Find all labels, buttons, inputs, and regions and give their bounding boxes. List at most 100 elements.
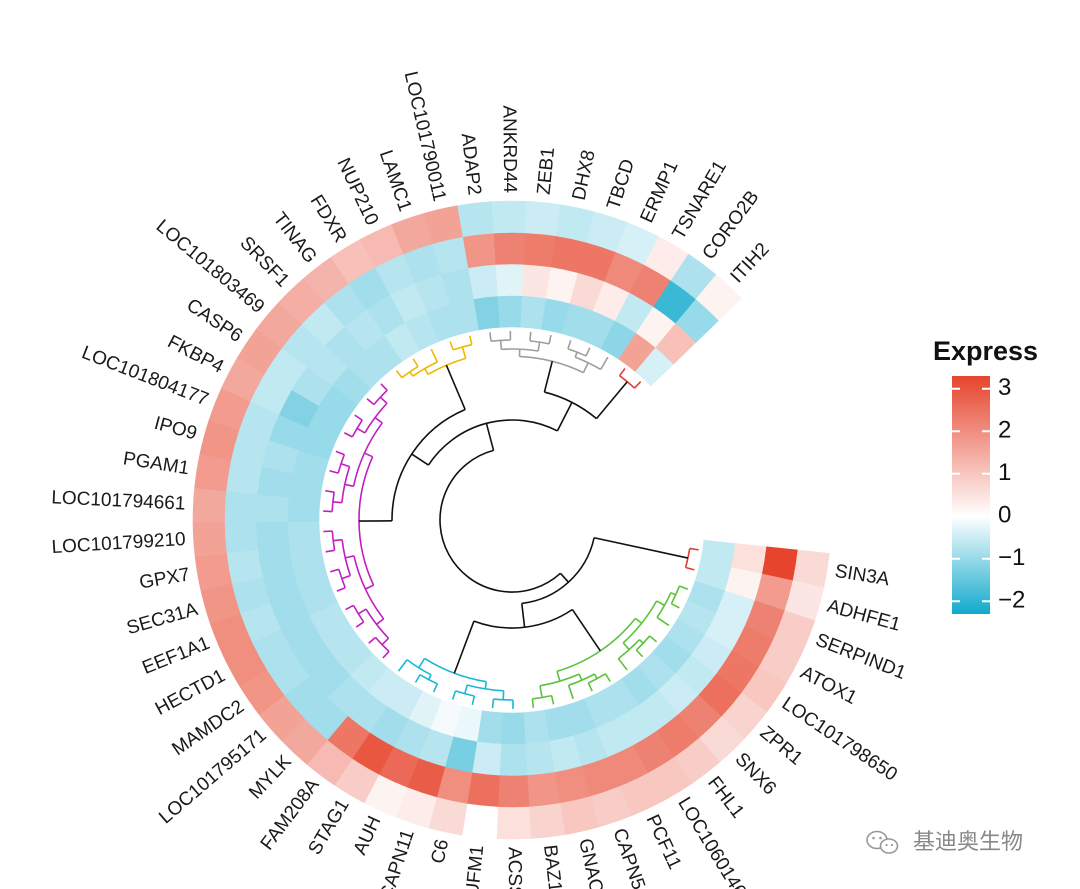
dendrogram-branch [622,642,630,651]
dendrogram-branch [529,331,532,341]
dendrogram-branch [409,371,414,377]
dendrogram-branch [411,453,429,466]
dendrogram [323,331,699,710]
dendrogram-branch [354,414,363,421]
dendrogram-branch [427,674,432,680]
gene-label: LOC101799210 [51,529,186,558]
dendrogram-branch [617,639,640,660]
gene-label: ZEB1 [534,146,560,195]
gene-label: CAPN5 [608,826,648,889]
gene-label: MYLK [245,751,296,803]
gene-label: FDXR [306,191,351,246]
dendrogram-branch [452,343,472,351]
dendrogram-branch [351,419,363,438]
gene-label: EEF1A1 [139,633,212,679]
legend-tick-label: 0 [998,502,1011,529]
dendrogram-branch [559,572,570,583]
dendrogram-branch [397,659,408,672]
dendrogram-branch [539,673,580,687]
heatmap-cell [224,490,258,523]
heatmap-cell [523,232,557,268]
gene-label: ITIH2 [727,239,774,287]
watermark: 基迪奥生物 [866,830,1023,855]
dendrogram-branch [332,501,342,504]
dendrogram-branch [356,427,366,434]
dendrogram-branch [585,347,591,357]
gene-label: SIN3A [833,561,891,590]
gene-label: C6 [428,837,454,865]
dendrogram-branch [445,364,466,410]
dendrogram-branch [567,685,574,700]
dendrogram-branch [490,339,511,343]
dendrogram-branch [520,603,526,628]
gene-label: UFM1 [462,844,488,889]
gene-label: ERMP1 [637,158,683,226]
gene-label: STAG1 [305,796,354,859]
heatmap-cell [526,772,561,808]
dendrogram-branch [499,340,503,350]
dendrogram-branch [595,381,628,420]
dendrogram-branch [430,348,439,363]
dendrogram-branch [395,369,403,379]
dendrogram-branch [471,695,476,705]
dendrogram-branch [466,684,504,692]
dendrogram-branch [424,368,429,375]
dendrogram-branch [539,685,543,698]
dendrogram-branch [355,621,365,628]
heatmap-cell [497,775,530,808]
gene-label: ANKRD44 [498,105,520,193]
dendrogram-branch [364,452,373,458]
heatmap-cell [287,496,321,522]
gene-label: LOC101798650 [778,693,901,785]
watermark-text: 基迪奥生物 [913,830,1023,855]
heatmap-rings [192,200,830,840]
gene-label: FHL1 [703,773,748,823]
dendrogram-branch [593,536,689,559]
dendrogram-branch [414,674,421,683]
dendrogram-branch [432,683,439,693]
gene-label: ACSS3 [504,847,525,889]
legend-colorbar [952,376,990,614]
dendrogram-branch [619,375,636,389]
heatmap-cell [468,264,499,300]
dendrogram-branch [670,602,680,609]
dendrogram-branch [635,649,644,658]
dendrogram-branch [568,673,595,687]
dendrogram-branch [567,340,572,350]
dendrogram-branch [593,673,598,680]
gene-label: DHX8 [569,148,600,202]
dendrogram-branch [656,616,670,627]
heatmap-cell [457,201,495,238]
dendrogram-branch [451,690,457,700]
dendrogram-branch [376,618,385,625]
dendrogram-branch [330,568,340,573]
legend-tick-label: −1 [998,544,1025,571]
dendrogram-branch [331,492,335,512]
dendrogram-branch [439,449,561,593]
heatmap-cell [194,552,233,592]
dendrogram-branch [578,673,583,681]
dendrogram-branch [670,585,681,605]
dendrogram-branch [374,416,383,424]
gene-label: ADHFE1 [825,596,903,636]
dendrogram-branch [464,684,468,694]
dendrogram-branch [382,650,390,659]
dendrogram-branch [679,585,689,591]
gene-label: LOC101803469 [152,216,268,318]
gene-label: PCF11 [642,811,686,872]
dendrogram-branch [365,584,374,590]
dendrogram-branch [685,566,695,571]
dendrogram-branch [380,383,388,391]
heatmap-cell [491,200,527,234]
dendrogram-branch [537,341,541,352]
dendrogram-branch [453,620,475,674]
dendrogram-branch [333,538,343,542]
dendrogram-branch [379,396,388,404]
heatmap-cell [255,521,290,550]
color-legend: Express 3 2 1 0 −1 −2 [933,336,1038,614]
dendrogram-branch [656,600,665,607]
dendrogram-branch [491,698,495,709]
heatmap-cell [521,263,552,299]
dendrogram-branch [582,362,589,373]
